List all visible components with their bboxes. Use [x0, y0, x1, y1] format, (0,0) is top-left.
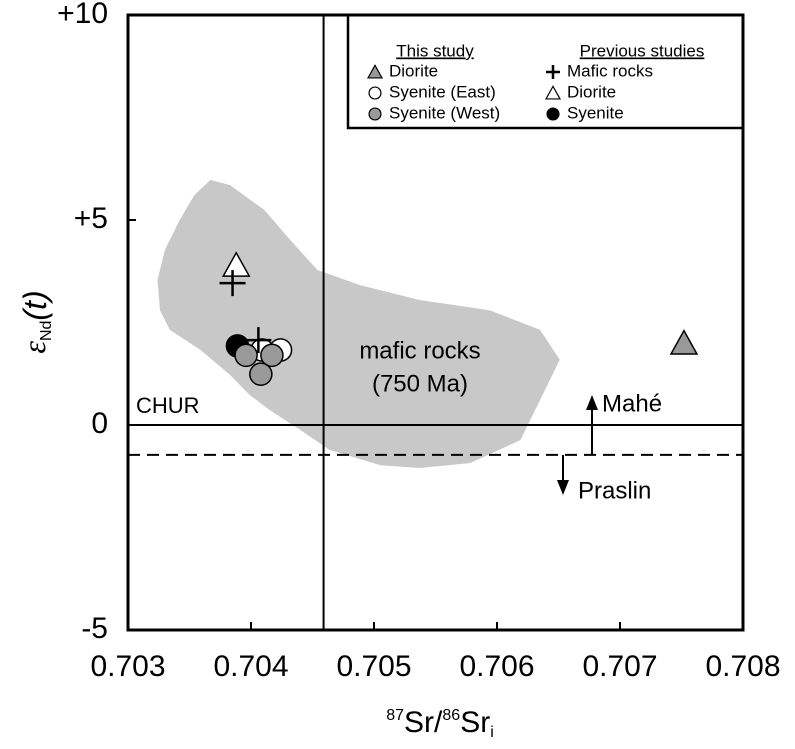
annotation: Praslin [578, 477, 651, 504]
triangle-marker [366, 64, 384, 79]
plot-frame [126, 13, 745, 632]
plus-marker [219, 270, 246, 297]
plus-marker [546, 65, 560, 79]
x-label-part: 87 [386, 707, 404, 724]
x-label-part: i [490, 724, 494, 741]
y-label-part: ε [16, 341, 52, 354]
triangle-marker [221, 251, 251, 277]
annotation: Mahé [602, 390, 662, 417]
legend-title: Previous studies [580, 41, 705, 60]
x-axis-label: 87Sr/86Sri [386, 706, 494, 741]
x-tick-label: 0.703 [90, 650, 165, 683]
legend-label: Diorite [389, 61, 438, 80]
legend-label: Diorite [567, 82, 616, 101]
x-tick-label: 0.707 [582, 650, 657, 683]
legend-frame [346, 15, 743, 130]
x-tick-label: 0.706 [459, 650, 534, 683]
arrowhead [586, 395, 598, 410]
legend-title: This study [396, 41, 474, 60]
circle-marker [249, 362, 273, 386]
x-tick-label: 0.705 [336, 650, 411, 683]
main-layer: mafic rocks (750 Ma) CHUR Mahé Praslin This s… [57, 0, 780, 683]
legend-label: Mafic rocks [567, 61, 653, 80]
y-tick-label: -5 [81, 612, 108, 645]
field-label: mafic rocks [359, 337, 480, 364]
circle-marker [368, 86, 382, 100]
circle-marker [368, 107, 382, 121]
circle-marker [546, 107, 560, 121]
triangle-marker [544, 85, 562, 100]
y-axis-label: εNd(t) [16, 290, 54, 353]
x-tick-label: 0.704 [213, 650, 288, 683]
x-label-part: Sr/ [404, 706, 443, 739]
field-layer [157, 179, 560, 469]
legend-label: Syenite [567, 103, 624, 122]
x-label-part: Sr [460, 706, 490, 739]
chur-label: CHUR [136, 393, 200, 418]
arrowhead [557, 480, 569, 495]
y-tick-label: +5 [74, 202, 108, 235]
circle-marker [234, 343, 258, 368]
y-tick-label: +10 [57, 0, 108, 30]
triangle-marker [669, 329, 699, 355]
x-label-part: 86 [442, 707, 460, 724]
x-tick-label: 0.708 [705, 650, 780, 683]
y-tick-label: 0 [91, 407, 108, 440]
field-sublabel: (750 Ma) [372, 370, 468, 397]
y-label-part: (t) [17, 290, 53, 320]
legend-label: Syenite (East) [389, 82, 496, 101]
legend-label: Syenite (West) [389, 103, 500, 122]
y-label-part: Nd [38, 321, 55, 341]
circle-marker [260, 343, 284, 368]
field-area [157, 179, 560, 469]
plus-marker [245, 327, 272, 354]
